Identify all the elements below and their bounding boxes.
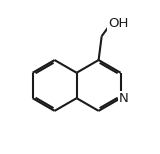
- Text: N: N: [119, 92, 129, 105]
- Text: OH: OH: [108, 17, 128, 30]
